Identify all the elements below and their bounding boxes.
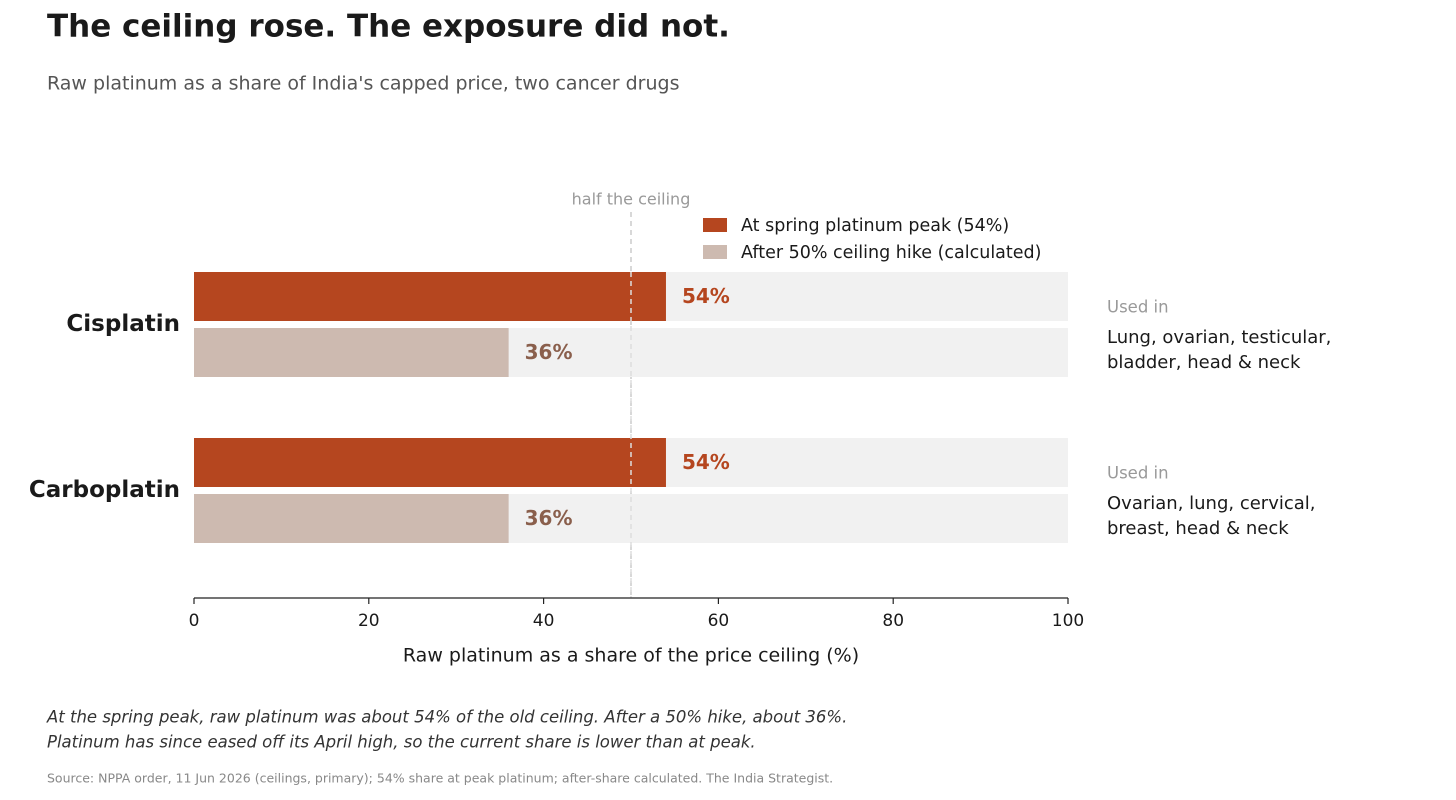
x-tick-label: 20 <box>358 611 380 631</box>
source: Source: NPPA order, 11 Jun 2026 (ceiling… <box>47 771 833 786</box>
side-note-heading: Used in <box>1107 298 1169 317</box>
legend-swatch <box>703 245 727 259</box>
x-tick-label: 0 <box>189 611 200 631</box>
side-note-text: Ovarian, lung, cervical, <box>1107 493 1316 514</box>
value-label: 36% <box>525 506 573 530</box>
footnote: At the spring peak, raw platinum was abo… <box>46 708 847 727</box>
chart-subtitle: Raw platinum as a share of India's cappe… <box>47 73 679 95</box>
x-tick-label: 60 <box>708 611 730 631</box>
side-note-heading: Used in <box>1107 464 1169 483</box>
bar <box>194 328 509 377</box>
side-note-text: bladder, head & neck <box>1107 352 1301 373</box>
x-tick-label: 40 <box>533 611 555 631</box>
legend-swatch <box>703 218 727 232</box>
bar <box>194 438 666 487</box>
footnote: Platinum has since eased off its April h… <box>47 733 756 752</box>
side-note-text: Lung, ovarian, testicular, <box>1107 327 1331 348</box>
reference-label: half the ceiling <box>572 190 691 209</box>
chart-title: The ceiling rose. The exposure did not. <box>47 9 730 45</box>
legend-label: At spring platinum peak (54%) <box>741 216 1009 236</box>
bar <box>194 272 666 321</box>
legend-label: After 50% ceiling hike (calculated) <box>741 243 1041 263</box>
side-note-text: breast, head & neck <box>1107 518 1289 539</box>
value-label: 54% <box>682 450 730 474</box>
x-axis-label: Raw platinum as a share of the price cei… <box>403 645 859 667</box>
bar <box>194 494 509 543</box>
category-label: Carboplatin <box>29 477 180 503</box>
value-label: 36% <box>525 340 573 364</box>
x-tick-label: 80 <box>882 611 904 631</box>
x-tick-label: 100 <box>1052 611 1084 631</box>
value-label: 54% <box>682 284 730 308</box>
category-label: Cisplatin <box>66 311 180 337</box>
